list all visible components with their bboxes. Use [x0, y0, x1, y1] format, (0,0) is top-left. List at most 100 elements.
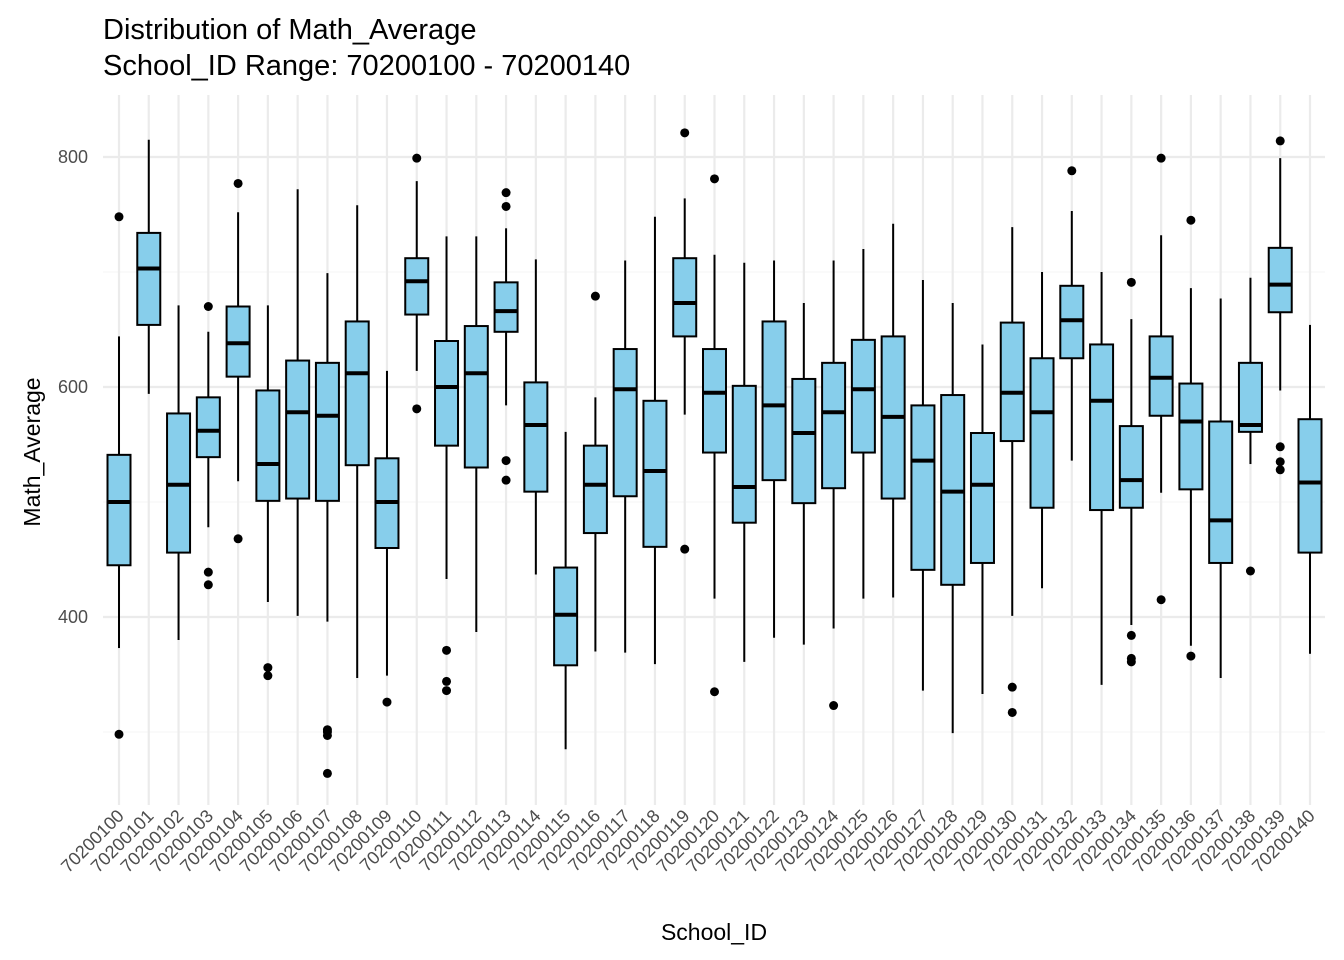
box-70200124 [821, 260, 847, 711]
outlier-point [322, 730, 332, 740]
box-70200137 [1208, 298, 1234, 678]
box-70200128 [940, 303, 966, 734]
iqr-box [1178, 382, 1204, 491]
iqr-box [404, 257, 430, 316]
outlier-point [501, 456, 511, 466]
outlier-point [680, 544, 690, 554]
box-70200138 [1237, 277, 1263, 576]
iqr-box [523, 381, 549, 493]
outlier-point [1245, 566, 1255, 576]
outlier-point [501, 188, 511, 198]
iqr-box [582, 444, 608, 535]
box-70200125 [850, 249, 876, 599]
iqr-box [255, 389, 281, 502]
iqr-box [1208, 420, 1234, 564]
iqr-box [731, 384, 757, 524]
chart-subtitle: School_ID Range: 70200100 - 70200140 [103, 50, 631, 82]
iqr-box [344, 320, 370, 467]
box-70200132 [1059, 166, 1085, 461]
box-70200127 [910, 280, 936, 691]
iqr-box [672, 257, 698, 338]
outlier-point [501, 201, 511, 211]
outlier-point [1275, 136, 1285, 146]
outlier-point [710, 174, 719, 184]
iqr-box [1089, 343, 1115, 512]
iqr-box [463, 325, 489, 469]
iqr-box [612, 348, 638, 498]
outlier-point [263, 663, 273, 673]
iqr-box [1118, 425, 1144, 509]
outlier-point [590, 291, 600, 301]
outlier-point [1126, 630, 1136, 640]
box-70200108 [344, 205, 370, 678]
y-axis-ticks: 400 600 800 [58, 147, 88, 627]
y-tick-label: 400 [58, 607, 88, 627]
box-70200109 [374, 370, 400, 707]
iqr-box [850, 338, 876, 454]
y-tick-label: 600 [58, 377, 88, 397]
iqr-box [1267, 246, 1293, 314]
outlier-point [203, 567, 213, 577]
iqr-box [1297, 418, 1323, 554]
outlier-point [412, 153, 422, 163]
box-70200102 [166, 305, 192, 640]
box-70200119 [672, 128, 698, 554]
box-70200111 [434, 236, 460, 696]
box-70200117 [612, 260, 638, 653]
box-70200120 [702, 174, 727, 697]
iqr-box [999, 321, 1025, 443]
box-70200136 [1178, 215, 1204, 661]
iqr-box [969, 432, 995, 564]
box-70200121 [731, 262, 757, 662]
outlier-point [442, 686, 452, 696]
box-70200105 [255, 305, 281, 681]
box-70200135 [1148, 153, 1174, 605]
outlier-point [442, 645, 452, 655]
iqr-box [493, 281, 519, 333]
outlier-point [233, 178, 243, 188]
box-70200133 [1089, 272, 1115, 685]
outlier-point [1007, 707, 1017, 717]
outlier-point [1007, 682, 1017, 692]
outlier-point [412, 404, 422, 414]
outlier-point [1126, 657, 1136, 667]
iqr-box [642, 399, 668, 548]
iqr-box [910, 404, 936, 571]
box-70200113 [493, 188, 519, 485]
outlier-point [829, 701, 839, 711]
iqr-box [1029, 357, 1055, 509]
iqr-box [791, 377, 817, 505]
iqr-box [106, 453, 132, 567]
box-70200118 [642, 216, 668, 665]
box-70200130 [999, 227, 1025, 717]
box-70200115 [553, 431, 579, 750]
outlier-point [382, 697, 392, 707]
box-70200101 [136, 139, 162, 394]
box-70200126 [880, 223, 906, 598]
outlier-point [322, 768, 332, 778]
outlier-point [442, 676, 452, 686]
iqr-box [821, 361, 847, 490]
x-axis-label: School_ID [661, 919, 767, 945]
box-70200116 [582, 291, 608, 652]
outlier-point [1156, 595, 1166, 605]
chart-title-block: Distribution of Math_Average School_ID R… [103, 12, 630, 84]
outlier-point [1275, 442, 1285, 452]
iqr-box [761, 320, 787, 482]
box-70200103 [195, 302, 221, 590]
outlier-point [233, 534, 243, 544]
box-series [106, 128, 1323, 778]
y-tick-label: 800 [58, 147, 88, 167]
box-70200139 [1267, 136, 1293, 475]
box-70200104 [225, 178, 251, 544]
box-70200100 [106, 212, 132, 739]
iqr-box [314, 361, 340, 502]
outlier-point [1186, 215, 1196, 225]
box-70200112 [463, 236, 489, 632]
box-70200129 [969, 344, 995, 695]
chart-title: Distribution of Math_Average [103, 14, 477, 46]
box-70200134 [1118, 277, 1144, 667]
outlier-point [710, 687, 719, 697]
outlier-point [203, 302, 213, 311]
